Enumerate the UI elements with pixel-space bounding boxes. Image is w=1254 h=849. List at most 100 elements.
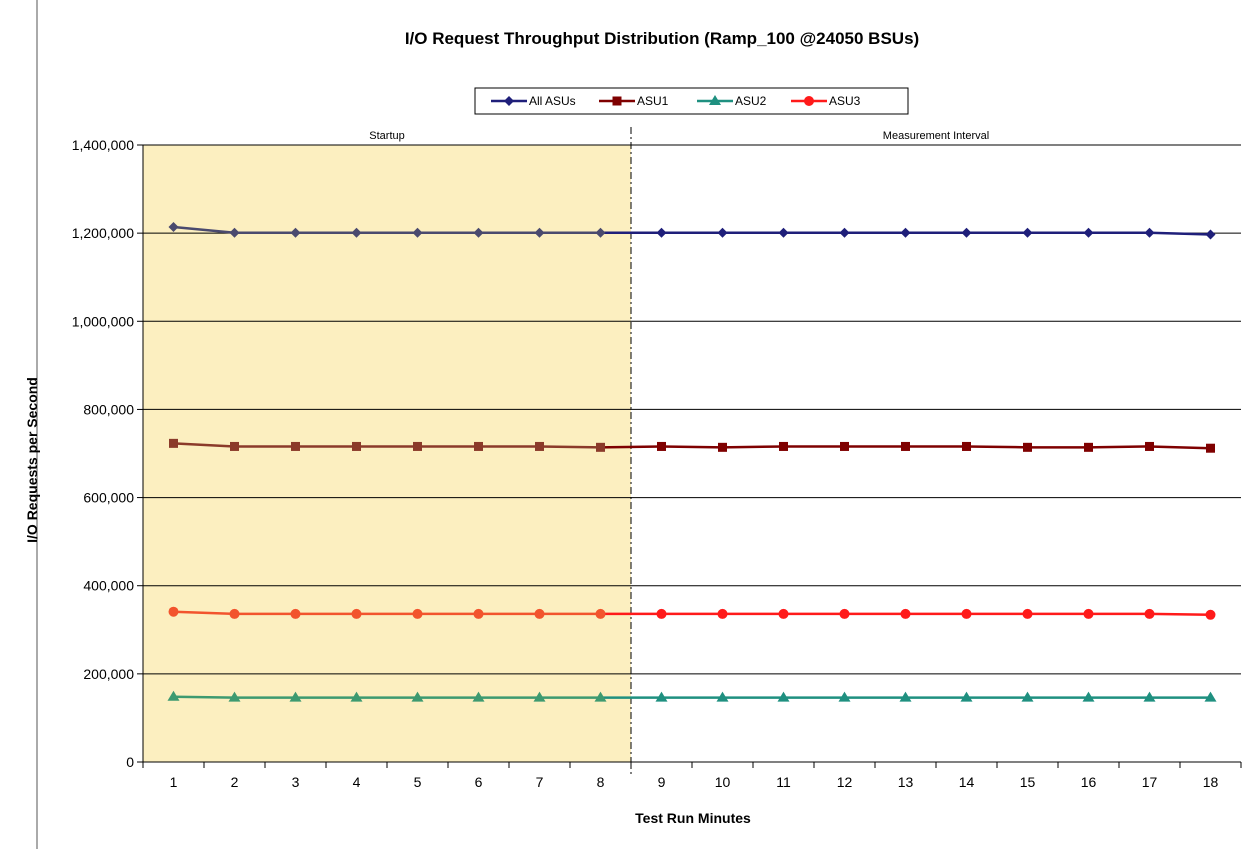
legend-label: ASU2 [735, 94, 767, 108]
data-point [412, 227, 423, 238]
data-point [1145, 441, 1154, 451]
x-tick-label: 15 [1020, 774, 1036, 790]
data-point [595, 227, 606, 238]
x-tick-label: 9 [658, 774, 666, 790]
data-point [168, 606, 179, 617]
x-tick-label: 12 [837, 774, 853, 790]
region-band [631, 145, 1241, 762]
data-point [413, 441, 422, 451]
data-point [473, 608, 484, 619]
data-point [534, 227, 545, 238]
data-point [899, 691, 912, 702]
data-point [291, 441, 300, 451]
data-point [534, 608, 545, 619]
data-point [351, 227, 362, 238]
x-tick-label: 16 [1081, 774, 1097, 790]
data-point [1083, 608, 1094, 619]
data-point [595, 608, 606, 619]
data-point [167, 690, 180, 701]
x-tick-label: 1 [170, 774, 178, 790]
x-tick-label: 10 [715, 774, 731, 790]
data-point [229, 608, 240, 619]
data-point [1206, 443, 1215, 453]
data-point [960, 691, 973, 702]
y-tick-label: 400,000 [83, 578, 134, 594]
y-tick-label: 1,000,000 [72, 313, 134, 329]
data-point [1204, 691, 1217, 702]
data-point [533, 691, 546, 702]
y-tick-label: 1,200,000 [72, 225, 134, 241]
data-point [839, 608, 850, 619]
data-point [777, 691, 790, 702]
data-point [290, 608, 301, 619]
x-tick-label: 14 [959, 774, 975, 790]
data-point [169, 438, 178, 448]
data-point [473, 227, 484, 238]
data-point [596, 442, 605, 452]
series-line-segment [1149, 445, 1211, 450]
y-tick-label: 600,000 [83, 490, 134, 506]
y-tick-label: 800,000 [83, 401, 134, 417]
data-point [1144, 608, 1155, 619]
data-point [779, 441, 788, 451]
data-point [411, 691, 424, 702]
x-tick-label: 8 [597, 774, 605, 790]
data-point [594, 691, 607, 702]
data-point [656, 227, 667, 238]
series-line-segment [173, 225, 235, 234]
legend-label: All ASUs [529, 94, 576, 108]
x-tick-label: 11 [776, 774, 791, 790]
data-point [1143, 691, 1156, 702]
x-tick-label: 2 [231, 774, 239, 790]
region-label: Startup [369, 130, 404, 142]
y-tick-label: 0 [126, 754, 134, 770]
data-point [1021, 691, 1034, 702]
x-tick-label: 17 [1142, 774, 1158, 790]
plot-layer: Startup Measurement Interval 0 200,000 400,0… [72, 127, 1242, 790]
data-point [717, 227, 728, 238]
series-line-segment [1149, 231, 1211, 236]
data-point [718, 442, 727, 452]
x-tick-label: 4 [353, 774, 361, 790]
data-point [657, 441, 666, 451]
data-point [350, 691, 363, 702]
data-point [900, 608, 911, 619]
legend-marker [804, 96, 814, 106]
data-point [1022, 227, 1033, 238]
data-point [961, 608, 972, 619]
data-point [229, 227, 240, 238]
data-point [1022, 608, 1033, 619]
data-point [655, 691, 668, 702]
legend-marker [504, 96, 514, 106]
data-point [1023, 442, 1032, 452]
data-point [1082, 691, 1095, 702]
data-point [228, 691, 241, 702]
series-line-segment [600, 445, 662, 449]
series-line-segment [1149, 612, 1211, 617]
data-point [1084, 442, 1093, 452]
data-point [839, 227, 850, 238]
x-tick-label: 18 [1203, 774, 1219, 790]
series-line-segment [173, 442, 235, 448]
data-point [962, 441, 971, 451]
series-line-segment [173, 695, 235, 699]
series-line-segment [966, 445, 1028, 449]
series-line-segment [661, 445, 723, 449]
series-line-segment [1088, 445, 1150, 449]
data-point [351, 608, 362, 619]
x-axis-label: Test Run Minutes [635, 810, 751, 826]
data-point [472, 691, 485, 702]
legend-label: ASU3 [829, 94, 861, 108]
data-point [840, 441, 849, 451]
chart-title: I/O Request Throughput Distribution (Ram… [405, 29, 919, 48]
data-point [716, 691, 729, 702]
series-line-segment [173, 610, 235, 616]
data-point [778, 227, 789, 238]
x-tick-label: 13 [898, 774, 914, 790]
legend-marker [612, 96, 622, 106]
x-tick-label: 3 [292, 774, 300, 790]
data-point [838, 691, 851, 702]
region-band [143, 145, 631, 762]
